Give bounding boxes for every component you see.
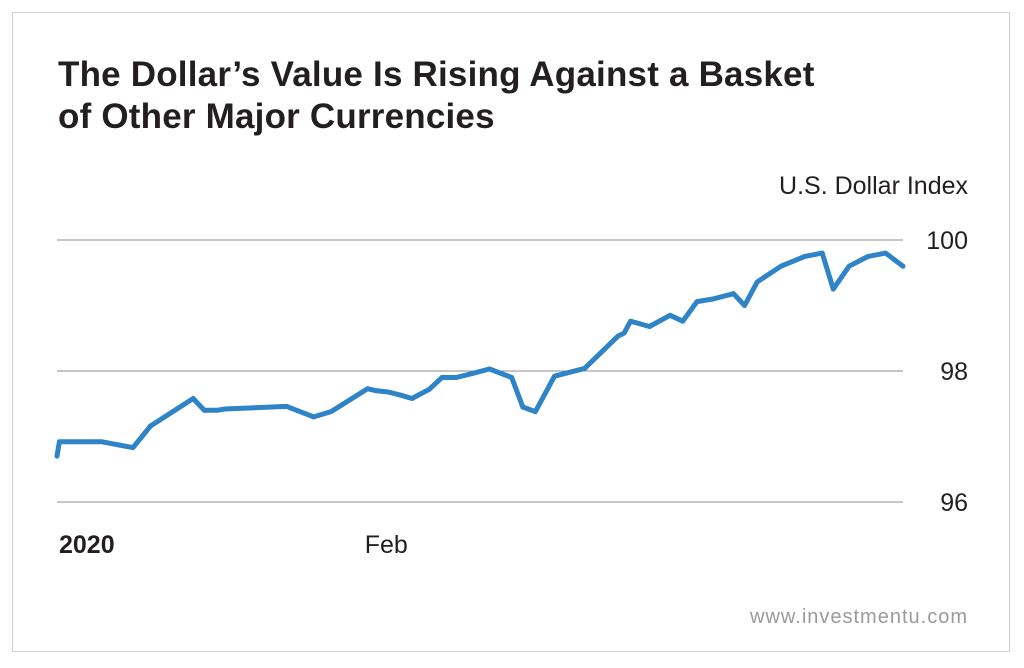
data-point (802, 253, 808, 259)
data-point (54, 453, 60, 459)
y-tick-label: 98 (940, 358, 968, 386)
data-point (426, 386, 432, 392)
data-point (130, 445, 136, 451)
data-point (83, 439, 88, 445)
data-point (582, 365, 587, 371)
data-point (222, 406, 228, 412)
chart-title-line-1: The Dollar’s Value Is Rising Against a B… (58, 55, 815, 94)
data-point (533, 409, 538, 415)
data-point (190, 396, 196, 401)
data-point (694, 299, 700, 304)
data-point (365, 386, 370, 392)
data-point (398, 392, 404, 398)
data-point (865, 253, 871, 259)
data-point (98, 439, 104, 445)
data-point (647, 324, 652, 329)
x-tick-labels: 2020 Feb (59, 531, 408, 559)
data-point (487, 366, 492, 372)
data-point (469, 371, 475, 377)
data-point (778, 263, 784, 269)
y-tick-label: 96 (940, 489, 968, 517)
data-point (439, 375, 445, 380)
data-point (710, 296, 716, 302)
data-point (520, 404, 526, 410)
data-point (148, 423, 153, 429)
chart-card (12, 12, 1010, 652)
data-point (628, 318, 633, 324)
data-point (56, 439, 62, 445)
chart-title: The Dollar’s Value Is Rising Against a B… (58, 54, 938, 138)
x-tick-label: 2020 (59, 531, 115, 559)
data-point (731, 291, 736, 297)
data-point (846, 263, 852, 269)
data-point (754, 279, 760, 285)
chart-title-line-2: of Other Major Currencies (58, 97, 495, 136)
x-tick-label: Feb (365, 531, 408, 559)
data-point (819, 250, 825, 256)
series-line-usd-index (54, 250, 906, 459)
data-point (680, 318, 686, 324)
data-point (900, 263, 906, 269)
data-point (883, 250, 888, 256)
source-watermark: www.investmentu.com (750, 606, 968, 628)
data-point (328, 409, 334, 415)
data-point (667, 312, 673, 318)
data-point (311, 414, 317, 420)
data-point (214, 407, 220, 413)
data-point (201, 407, 207, 413)
data-point (615, 333, 621, 339)
y-tick-label: 100 (926, 227, 968, 255)
series-layer (54, 250, 906, 459)
y-tick-labels: 96 98 100 (926, 227, 968, 517)
data-point (552, 373, 557, 379)
data-point (385, 389, 391, 395)
y-axis-label: U.S. Dollar Index (779, 172, 968, 200)
data-point (830, 286, 836, 292)
data-point (409, 396, 415, 401)
data-point (742, 303, 747, 308)
data-point (373, 388, 378, 394)
data-point (284, 403, 290, 409)
data-point (509, 375, 515, 380)
data-point (621, 330, 627, 336)
data-point (453, 375, 459, 380)
